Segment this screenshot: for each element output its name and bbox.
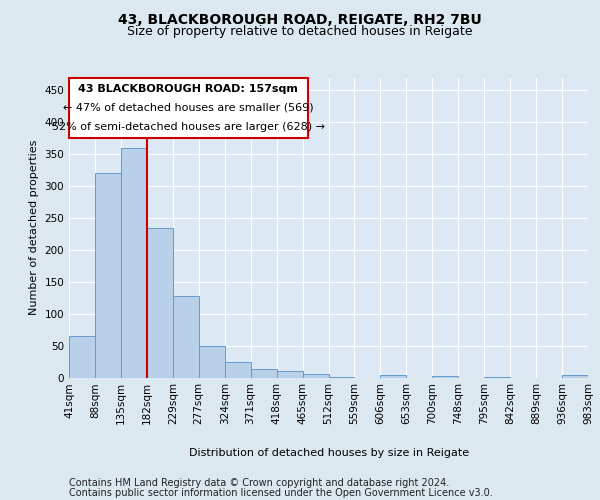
- Bar: [329, 377, 355, 378]
- Text: 43, BLACKBOROUGH ROAD, REIGATE, RH2 7BU: 43, BLACKBOROUGH ROAD, REIGATE, RH2 7BU: [118, 12, 482, 26]
- Text: 43 BLACKBOROUGH ROAD: 157sqm: 43 BLACKBOROUGH ROAD: 157sqm: [79, 84, 298, 94]
- Text: Contains HM Land Registry data © Crown copyright and database right 2024.: Contains HM Land Registry data © Crown c…: [69, 478, 449, 488]
- Bar: [69, 336, 95, 378]
- Text: ← 47% of detached houses are smaller (569): ← 47% of detached houses are smaller (56…: [63, 102, 314, 113]
- Bar: [302, 374, 329, 378]
- Bar: [433, 376, 458, 378]
- Text: Size of property relative to detached houses in Reigate: Size of property relative to detached ho…: [127, 25, 473, 38]
- Bar: [484, 377, 510, 378]
- Text: Distribution of detached houses by size in Reigate: Distribution of detached houses by size …: [189, 448, 469, 458]
- Text: 52% of semi-detached houses are larger (628) →: 52% of semi-detached houses are larger (…: [52, 122, 325, 132]
- Bar: [121, 148, 147, 378]
- Bar: [251, 369, 277, 378]
- Bar: [173, 296, 199, 378]
- Bar: [95, 173, 121, 378]
- FancyBboxPatch shape: [69, 78, 308, 138]
- Text: Contains public sector information licensed under the Open Government Licence v3: Contains public sector information licen…: [69, 488, 493, 498]
- Bar: [147, 228, 173, 378]
- Bar: [225, 362, 251, 378]
- Bar: [562, 375, 588, 378]
- Bar: [199, 346, 224, 378]
- Y-axis label: Number of detached properties: Number of detached properties: [29, 140, 39, 315]
- Bar: [380, 375, 406, 378]
- Bar: [277, 371, 302, 378]
